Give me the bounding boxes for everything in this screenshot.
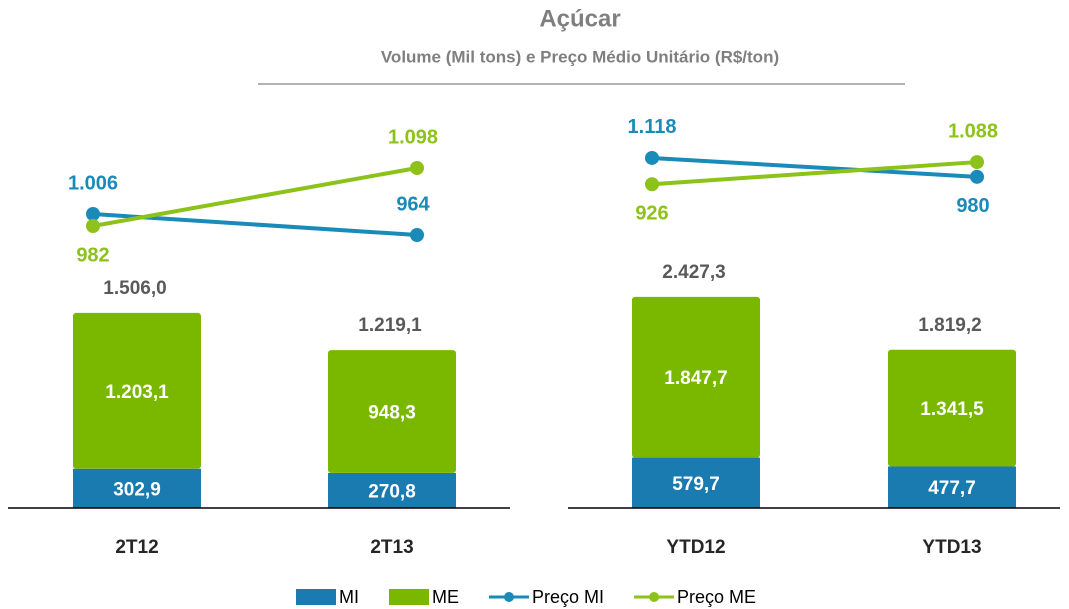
bar-value-label: 1.341,5 <box>920 399 984 420</box>
legend-label: Preço MI <box>532 587 604 607</box>
price-label: 1.006 <box>68 172 118 194</box>
price-point <box>410 228 424 242</box>
bar-value-label: 477,7 <box>928 478 976 499</box>
total-label: 1.819,2 <box>918 315 981 336</box>
bar-segment <box>888 466 1016 508</box>
x-tick-label: 2T12 <box>115 537 158 558</box>
bar-value-label: 1.847,7 <box>664 368 727 389</box>
price-line <box>651 155 978 179</box>
bar-segment <box>328 350 456 473</box>
legend-label: ME <box>432 587 459 607</box>
total-label: 2.427,3 <box>662 262 725 283</box>
price-point <box>86 219 100 233</box>
bar-value-label: 1.203,1 <box>105 382 169 403</box>
price-label: 1.118 <box>628 116 677 138</box>
bar-segment <box>328 472 456 508</box>
price-point <box>645 150 659 165</box>
price-label: 964 <box>396 193 430 215</box>
total-label: 1.219,1 <box>358 315 422 336</box>
bar-value-label: 579,7 <box>672 474 720 495</box>
price-point <box>410 161 424 175</box>
legend-label: MI <box>339 587 359 607</box>
bar-value-label: 270,8 <box>368 481 416 502</box>
price-label: 980 <box>956 195 989 217</box>
price-label: 982 <box>76 244 109 266</box>
price-point <box>86 207 100 221</box>
legend-swatch <box>296 589 336 605</box>
price-label: 1.088 <box>948 120 998 142</box>
legend-swatch <box>389 589 429 605</box>
bar-value-label: 948,3 <box>368 403 416 424</box>
bar-segment <box>73 312 201 469</box>
chart-subtitle: Volume (Mil tons) e Preço Médio Unitário… <box>381 47 779 66</box>
price-point <box>970 155 984 170</box>
price-label: 1.098 <box>388 126 438 148</box>
bar-segment <box>73 468 201 508</box>
legend-marker <box>649 592 660 602</box>
x-tick-label: YTD13 <box>922 537 981 558</box>
bar-segment <box>632 457 760 508</box>
price-line <box>92 166 418 228</box>
bar-value-label: 302,9 <box>113 479 161 500</box>
price-line <box>651 160 978 187</box>
price-point <box>645 177 659 192</box>
chart-title: Açúcar <box>539 5 620 32</box>
bar-segment <box>888 349 1016 467</box>
legend-marker <box>504 592 514 602</box>
total-label: 1.506,0 <box>103 278 166 299</box>
x-tick-label: 2T13 <box>370 537 413 558</box>
x-tick-label: YTD12 <box>666 537 725 558</box>
bar-segment <box>632 296 760 458</box>
price-point <box>970 169 984 184</box>
price-label: 926 <box>635 203 668 225</box>
legend-label: Preço ME <box>677 587 756 607</box>
